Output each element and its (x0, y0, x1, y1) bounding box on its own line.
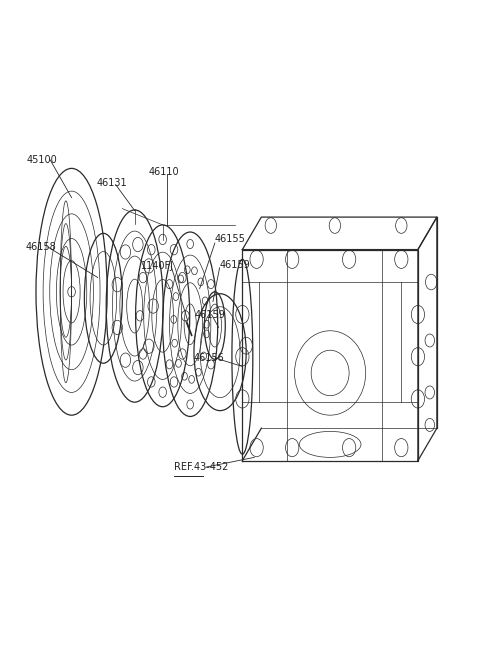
Text: 46155: 46155 (215, 234, 246, 244)
Text: 46110: 46110 (148, 166, 179, 177)
Text: 46131: 46131 (96, 178, 127, 188)
Text: 46159: 46159 (195, 310, 226, 320)
Text: 46156: 46156 (194, 353, 225, 363)
Text: REF.43-452: REF.43-452 (174, 462, 228, 472)
Text: 45100: 45100 (26, 155, 57, 165)
Text: 1140FJ: 1140FJ (141, 261, 174, 271)
Text: 46158: 46158 (25, 242, 56, 252)
Text: 46159: 46159 (219, 259, 251, 269)
